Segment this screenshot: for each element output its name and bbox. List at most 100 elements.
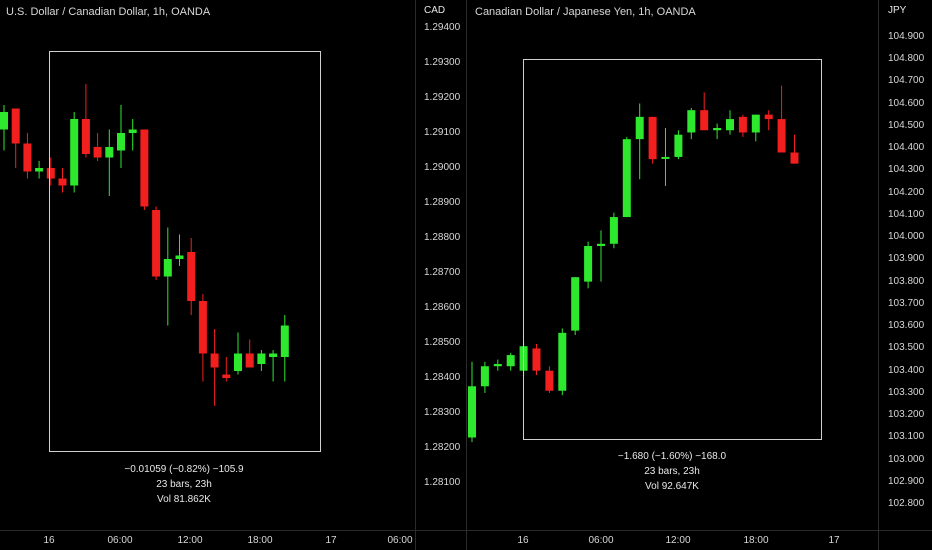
usdcad-price-tick: 1.28800 — [424, 232, 461, 243]
usdcad-candle-body — [23, 143, 32, 172]
cadjpy-price-axis[interactable]: JPY 104.900 104.800 104.700 104.600 104.500 1… — [878, 0, 932, 530]
usdcad-measure-box — [49, 51, 321, 452]
cadjpy-price-tick: 104.600 — [888, 97, 925, 109]
cadjpy-time-tick: 06:00 — [588, 535, 614, 546]
cadjpy-candle-body — [687, 110, 696, 133]
cadjpy-candle — [648, 116, 657, 164]
usdcad-candle-body — [175, 255, 184, 259]
usdcad-time-tick: 18:00 — [247, 535, 273, 546]
usdcad-candle-body — [35, 168, 44, 172]
cadjpy-price-tick: 104.800 — [888, 52, 925, 64]
usdcad-candles — [0, 84, 289, 406]
usdcad-chart-pane[interactable]: U.S. Dollar / Canadian Dollar, 1h, OANDA… — [0, 0, 416, 530]
cadjpy-price-tick: 104.300 — [888, 164, 925, 176]
cadjpy-price-tick: 104.000 — [888, 231, 925, 243]
cadjpy-candle — [751, 114, 760, 142]
usdcad-candle-body — [187, 252, 196, 301]
cadjpy-candle-body — [751, 114, 760, 133]
usdcad-price-axis[interactable]: CAD 1.29400 1.29300 1.29200 1.29100 1.29000 1… — [416, 0, 466, 530]
usdcad-candle — [234, 332, 242, 375]
cadjpy-measure-box — [523, 59, 822, 440]
cadjpy-candle — [687, 107, 696, 140]
cadjpy-candle-body — [726, 119, 734, 131]
cadjpy-chart-title: Canadian Dollar / Japanese Yen, 1h, OAND… — [475, 6, 696, 18]
cadjpy-candle — [674, 130, 683, 160]
cadjpy-price-tick: 104.700 — [888, 75, 925, 87]
usdcad-price-tick: 1.28200 — [424, 442, 461, 453]
cadjpy-candle-body — [700, 110, 709, 131]
cadjpy-candle — [700, 92, 709, 131]
usdcad-candle-body — [163, 259, 172, 277]
usdcad-candle-body — [152, 210, 161, 277]
usdcad-axis-unit: CAD — [424, 5, 446, 16]
cadjpy-candle — [738, 114, 747, 137]
cadjpy-time-axis[interactable]: 16 06:00 12:00 18:00 17 — [466, 530, 878, 550]
usdcad-candle — [280, 315, 289, 382]
usdcad-price-tick: 1.29100 — [424, 127, 461, 138]
usdcad-candle-body — [210, 353, 219, 368]
usdcad-candle — [245, 339, 254, 368]
usdcad-candle-body — [140, 129, 149, 207]
cadjpy-candle — [468, 361, 476, 442]
cadjpy-candle — [571, 277, 580, 336]
cadjpy-candles — [468, 85, 799, 442]
cadjpy-candle-body — [480, 366, 489, 387]
cadjpy-candle-body — [622, 139, 631, 218]
cadjpy-price-tick: 104.900 — [888, 30, 925, 42]
usdcad-price-tick: 1.28300 — [424, 407, 461, 418]
usdcad-time-tick: 17 — [325, 535, 337, 546]
cadjpy-candle-body — [506, 355, 515, 367]
usdcad-candle — [163, 227, 172, 326]
cadjpy-price-tick: 102.800 — [888, 498, 925, 510]
cadjpy-candle — [493, 359, 502, 371]
cadjpy-candle-body — [738, 116, 747, 133]
usdcad-price-tick: 1.28100 — [424, 477, 461, 488]
usdcad-candle — [152, 206, 161, 280]
cadjpy-measure-bars: 23 bars, 23h — [644, 466, 700, 477]
usdcad-measure-change: −0.01059 (−0.82%) −105.9 — [124, 464, 244, 475]
pane-divider — [466, 0, 467, 550]
usdcad-candle-body — [198, 301, 207, 354]
usdcad-time-tick: 12:00 — [177, 535, 203, 546]
usdcad-price-tick: 1.28400 — [424, 372, 461, 383]
cadjpy-time-tick: 12:00 — [665, 535, 691, 546]
cadjpy-axis-divider — [878, 0, 879, 550]
cadjpy-price-tick: 103.800 — [888, 275, 925, 287]
cadjpy-candle-body — [584, 246, 593, 282]
usdcad-price-tick: 1.28900 — [424, 197, 461, 208]
usdcad-measure-bars: 23 bars, 23h — [156, 479, 212, 490]
cadjpy-candle-body — [597, 243, 605, 247]
cadjpy-candle-body — [713, 128, 722, 131]
usdcad-time-tick: 06:00 — [387, 535, 413, 546]
cadjpy-candle — [506, 352, 515, 371]
cadjpy-candle — [558, 328, 567, 396]
usdcad-candle-body — [245, 353, 254, 368]
usdcad-candle — [35, 161, 44, 179]
usdcad-time-tick: 16 — [43, 535, 55, 546]
cadjpy-price-tick: 103.100 — [888, 431, 925, 443]
usdcad-candle-body — [222, 374, 231, 378]
usdcad-time-axis[interactable]: 16 06:00 12:00 18:00 17 06:00 — [0, 530, 416, 550]
cadjpy-chart-pane[interactable]: Canadian Dollar / Japanese Yen, 1h, OAND… — [466, 0, 878, 530]
usdcad-candle-body — [0, 112, 8, 130]
cadjpy-price-tick: 103.200 — [888, 409, 925, 421]
usdcad-measure-stats: −0.01059 (−0.82%) −105.9 23 bars, 23h Vo… — [84, 462, 284, 507]
cadjpy-price-tick: 104.500 — [888, 119, 925, 131]
cadjpy-measure-stats: −1.680 (−1.60%) −168.0 23 bars, 23h Vol … — [572, 449, 772, 494]
usdcad-price-tick: 1.29200 — [424, 92, 461, 103]
usdcad-candle-body — [128, 129, 137, 133]
usdcad-candle — [0, 105, 8, 151]
cadjpy-price-tick: 103.400 — [888, 364, 925, 376]
cadjpy-candle-body — [532, 348, 541, 371]
cadjpy-candle-body — [764, 114, 773, 120]
cadjpy-candle-body — [609, 217, 618, 244]
usdcad-price-tick: 1.29400 — [424, 22, 461, 33]
cadjpy-candle-body — [790, 152, 799, 164]
cadjpy-candle — [726, 110, 734, 135]
usdcad-candle — [198, 294, 207, 382]
usdcad-candle — [269, 350, 278, 382]
cadjpy-candle — [764, 110, 773, 131]
cadjpy-price-tick: 103.600 — [888, 320, 925, 332]
usdcad-candle — [46, 157, 55, 186]
cadjpy-time-tick: 16 — [517, 535, 529, 546]
